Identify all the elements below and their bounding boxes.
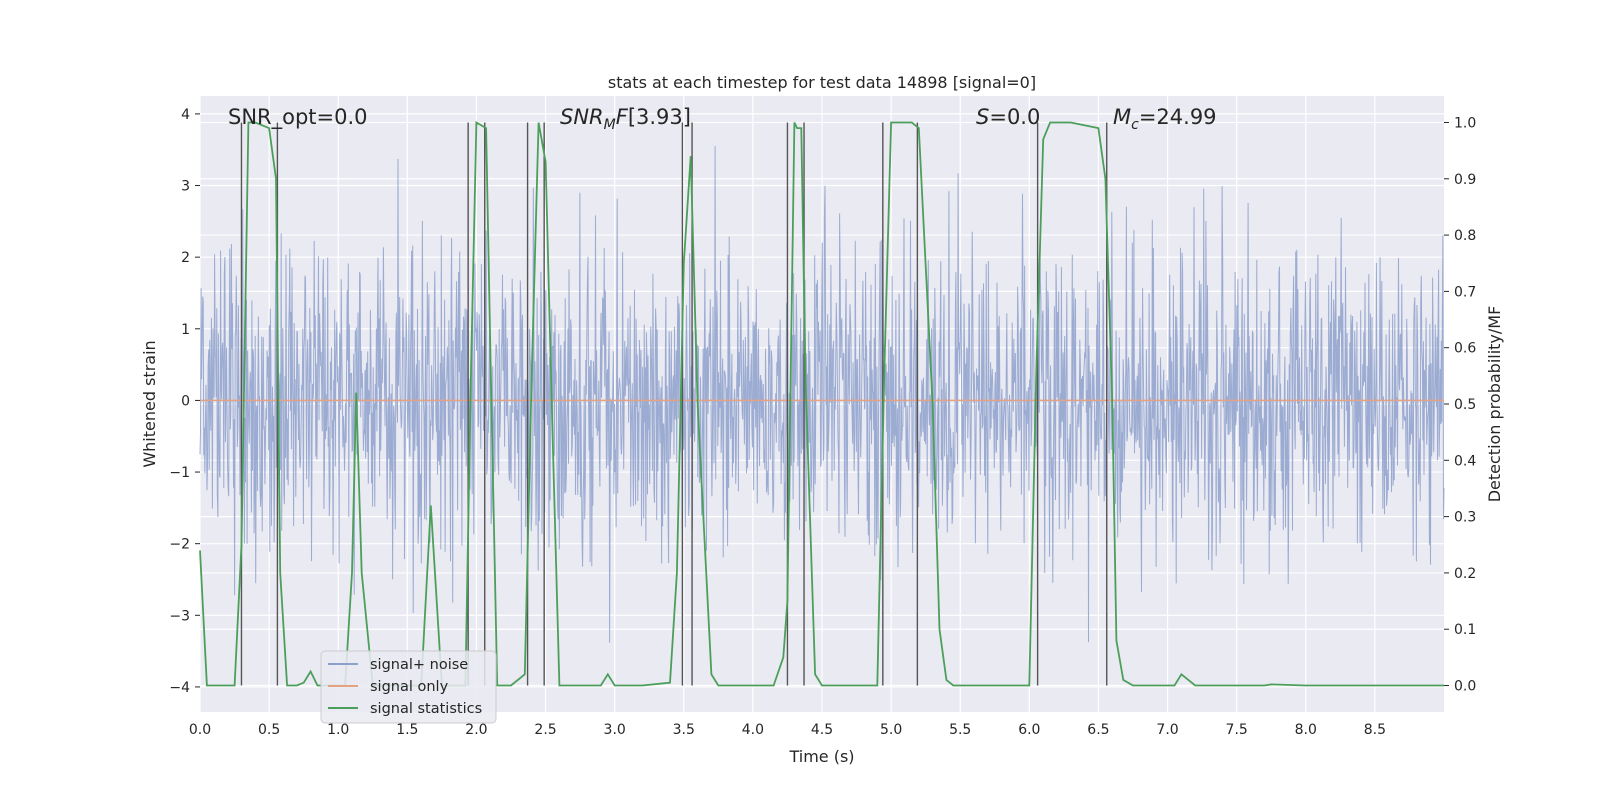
y2-tick-label: 0.9 (1454, 172, 1476, 188)
x-axis-label: Time (s) (788, 747, 854, 766)
x-tick-label: 3.0 (604, 722, 626, 738)
y-tick-label: 0 (181, 393, 190, 409)
annotation-snr-mf: SNRMF[3.93] (560, 105, 691, 133)
x-tick-label: 2.0 (465, 722, 487, 738)
x-tick-label: 1.0 (327, 722, 349, 738)
legend: signal+ noise signal only signal statist… (320, 650, 497, 724)
y2-tick-label: 0.2 (1454, 566, 1476, 582)
x-tick-label: 7.0 (1156, 722, 1178, 738)
y2-tick-label: 0.5 (1454, 397, 1476, 413)
annotation-mc-value: =24.99 (1139, 105, 1217, 129)
y2-tick-label: 0.8 (1454, 228, 1476, 244)
legend-box (320, 650, 497, 724)
legend-label-statistics: signal statistics (370, 701, 482, 717)
x-tick-label: 2.5 (534, 722, 556, 738)
y-tick-label: −2 (169, 537, 190, 553)
x-tick-label: 0.0 (189, 722, 211, 738)
x-tick-label: 6.0 (1018, 722, 1040, 738)
y2-tick-label: 0.3 (1454, 510, 1476, 526)
y-tick-label: 1 (181, 322, 190, 338)
x-tick-labels: 0.0 0.5 1.0 1.5 2.0 2.5 3.0 3.5 4.0 4.5 5.0 5.5 6.0 6… (189, 722, 1386, 738)
y2-axis-label: Detection probability/MF (1485, 306, 1504, 503)
y2-tick-label: 0.0 (1454, 679, 1476, 695)
legend-label-noise: signal+ noise (370, 657, 468, 673)
y-axis-label: Whitened strain (140, 340, 159, 467)
legend-label-signal: signal only (370, 679, 449, 695)
y2-tick-label: 0.7 (1454, 284, 1476, 300)
chart-title: stats at each timestep for test data 148… (608, 73, 1036, 92)
y-tick-label: −3 (169, 608, 190, 624)
x-tick-label: 4.5 (811, 722, 833, 738)
y-tick-labels: −4 −3 −2 −1 0 1 2 3 4 (169, 107, 200, 696)
y-tick-label: 4 (181, 107, 190, 123)
x-tick-label: 6.5 (1087, 722, 1109, 738)
y2-tick-label: 0.1 (1454, 622, 1476, 638)
y2-tick-labels: 0.0 0.1 0.2 0.3 0.4 0.5 0.6 0.7 0.8 0.9 1.0 (1444, 115, 1476, 695)
x-tick-label: 4.0 (742, 722, 764, 738)
annotation-s-value: =0.0 (989, 105, 1040, 129)
annotation-s: S=0.0 (976, 105, 1040, 129)
x-tick-label: 0.5 (258, 722, 280, 738)
x-tick-label: 8.5 (1364, 722, 1386, 738)
x-tick-label: 1.5 (396, 722, 418, 738)
annotation-mc: Mc=24.99 (1113, 105, 1217, 133)
annotation-snr-mf-value: [3.93] (628, 105, 691, 129)
y2-tick-label: 1.0 (1454, 115, 1476, 131)
y-tick-label: −4 (169, 680, 190, 696)
x-tick-label: 3.5 (673, 722, 695, 738)
y-tick-label: 3 (181, 179, 190, 195)
y2-tick-label: 0.6 (1454, 341, 1476, 357)
annotation-snr-opt: SNR_opt=0.0 (228, 105, 368, 130)
y2-tick-label: 0.4 (1454, 453, 1476, 469)
x-tick-label: 5.0 (880, 722, 902, 738)
y-tick-label: 2 (181, 250, 190, 266)
y-tick-label: −1 (169, 465, 190, 481)
grid-layer (199, 96, 1444, 712)
x-tick-label: 7.5 (1226, 722, 1248, 738)
x-tick-label: 5.5 (949, 722, 971, 738)
x-tick-label: 8.0 (1295, 722, 1317, 738)
